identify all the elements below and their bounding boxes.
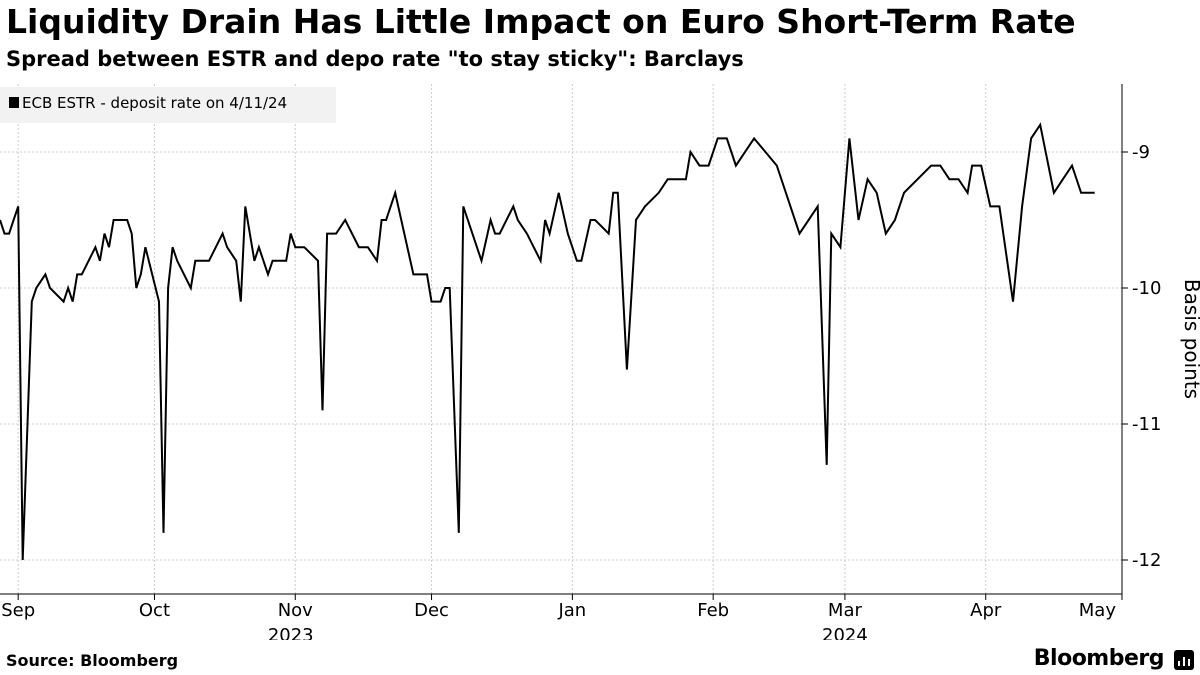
- chart-subtitle: Spread between ESTR and depo rate "to st…: [6, 47, 744, 71]
- bloomberg-terminal-icon: [1174, 650, 1194, 670]
- x-tick-label: May: [1079, 600, 1117, 621]
- legend-label: ECB ESTR - deposit rate on 4/11/24: [22, 94, 287, 112]
- y-tick-label: -11: [1132, 414, 1161, 435]
- brand-logo: Bloomberg: [1033, 646, 1165, 671]
- gridlines: [0, 84, 1123, 594]
- x-year-label: 2024: [822, 625, 868, 640]
- axes: Sep Oct Nov Dec Jan Feb Mar Apr May 2023 2024 -9 -10…: [0, 84, 1161, 640]
- plot-area: [0, 84, 1122, 594]
- y-tick-label: -9: [1132, 142, 1150, 163]
- legend-swatch: [9, 97, 19, 108]
- chart-title: Liquidity Drain Has Little Impact on Eur…: [6, 2, 1076, 41]
- y-axis-label: Basis points: [1180, 279, 1200, 399]
- x-tick-label: Sep: [1, 600, 35, 621]
- line-chart: Sep Oct Nov Dec Jan Feb Mar Apr May 2023 2024 -9 -10…: [0, 84, 1200, 640]
- x-tick-label: Oct: [139, 600, 170, 621]
- x-tick-label: Nov: [278, 600, 313, 621]
- y-tick-label: -12: [1132, 550, 1161, 571]
- y-tick-label: -10: [1132, 278, 1161, 299]
- source-note: Source: Bloomberg: [6, 651, 179, 670]
- series-line: [0, 122, 1095, 561]
- x-tick-label: Feb: [697, 600, 729, 621]
- x-tick-label: Mar: [828, 600, 863, 621]
- x-year-label: 2023: [268, 625, 314, 640]
- x-tick-label: Apr: [970, 600, 1002, 621]
- x-tick-label: Dec: [414, 600, 449, 621]
- series-layer: [0, 122, 1095, 561]
- x-tick-label: Jan: [557, 600, 586, 621]
- legend-box: [0, 87, 336, 123]
- legend: ECB ESTR - deposit rate on 4/11/24: [0, 87, 336, 123]
